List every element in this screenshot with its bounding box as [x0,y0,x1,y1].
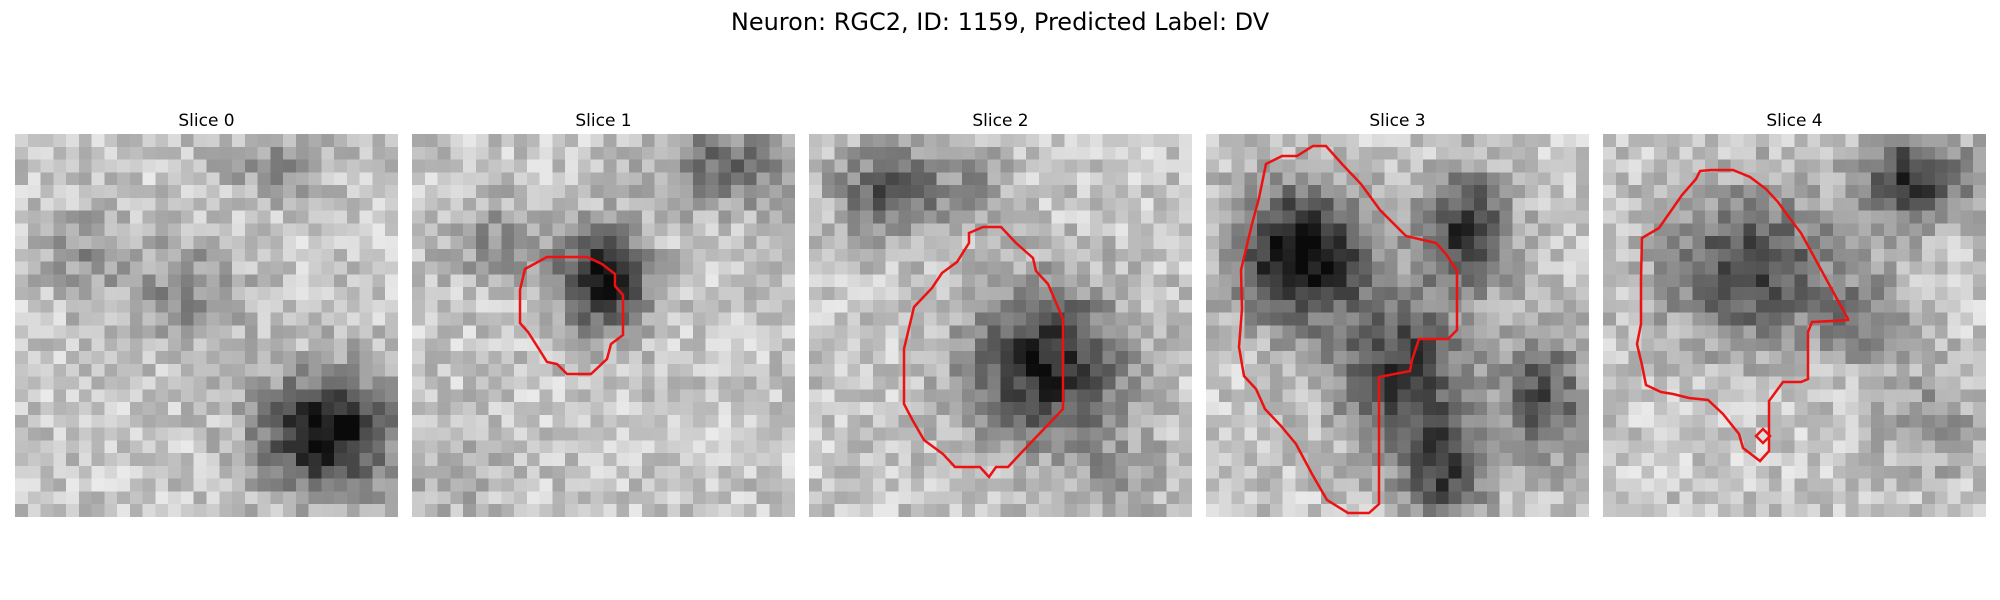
contour-overlay-4 [1635,168,1850,463]
slice-image-2 [809,134,1192,517]
segmentation-contour-4 [1635,168,1850,463]
slice-image-0 [15,134,398,517]
slice-image-1 [412,134,795,517]
contour-overlay-2 [902,225,1065,480]
slice-panel-0: Slice 0 [15,108,398,517]
microscopy-slice-0 [15,134,398,517]
slice-panel-1: Slice 1 [412,108,795,517]
slice-panel-2: Slice 2 [809,108,1192,517]
microscopy-slice-2 [809,134,1192,517]
contour-overlay-1 [518,255,625,376]
segmentation-contour-1 [518,255,625,376]
slice-title-0: Slice 0 [178,111,235,131]
microscopy-slice-4 [1603,134,1986,517]
slice-image-3 [1206,134,1589,517]
contour-overlay-3 [1237,144,1459,515]
microscopy-slice-3 [1206,134,1589,517]
slice-image-4 [1603,134,1986,517]
slice-title-1: Slice 1 [575,111,632,131]
figure-title: Neuron: RGC2, ID: 1159, Predicted Label:… [730,8,1270,36]
slice-title-4: Slice 4 [1766,111,1823,131]
segmentation-contour-2 [902,225,1065,480]
microscopy-slice-1 [412,134,795,517]
segmentation-contour-3 [1237,144,1459,515]
slice-title-2: Slice 2 [972,111,1029,131]
slice-title-3: Slice 3 [1369,111,1426,131]
slice-panel-4: Slice 4 [1603,108,1986,517]
segmentation-contour-4-small [1754,427,1772,445]
slice-panel-3: Slice 3 [1206,108,1589,517]
